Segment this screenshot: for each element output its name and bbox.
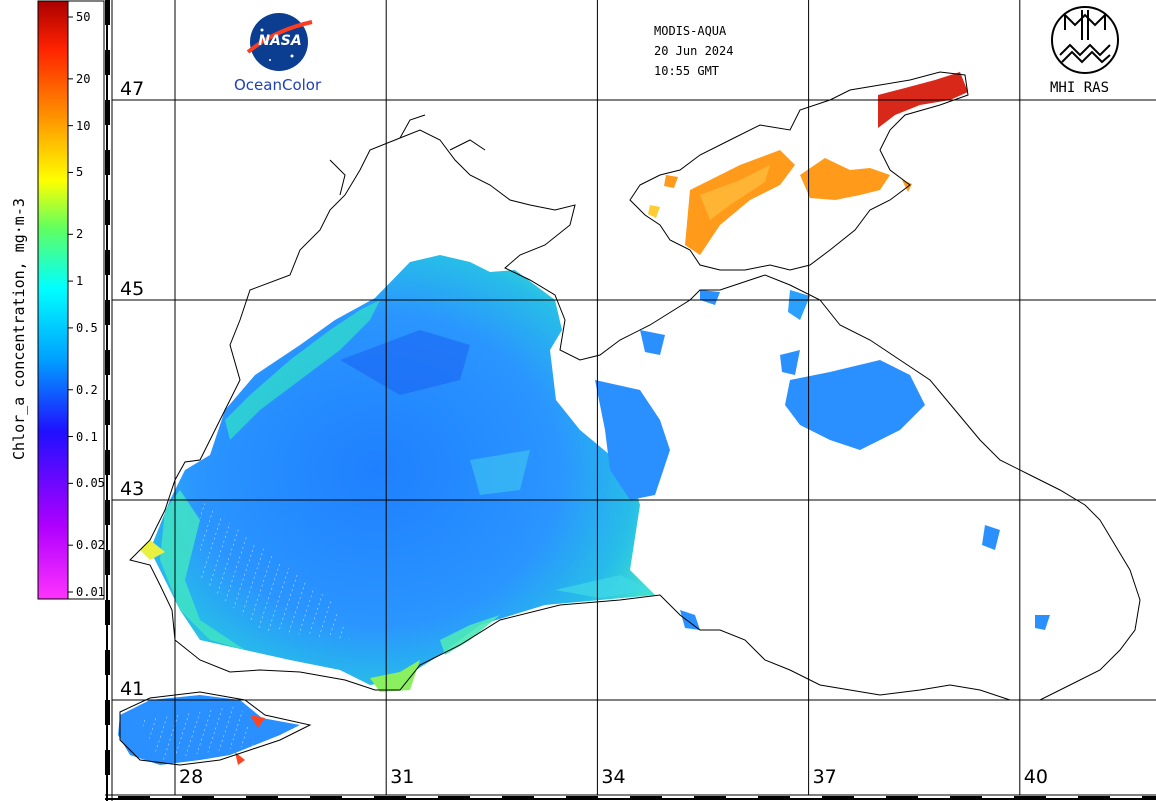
border-tick	[105, 450, 110, 475]
marmara-chlorophyll	[118, 695, 300, 765]
colorbar-tick-label: 5	[76, 165, 84, 180]
metadata-block: MODIS-AQUA 20 Jun 2024 10:55 GMT	[654, 21, 733, 81]
longitude-label: 37	[812, 766, 837, 788]
colorbar-tick-label: 0.05	[76, 476, 105, 491]
border-tick	[105, 250, 110, 275]
colorbar-tick-label: 0.2	[76, 382, 98, 397]
time-label: 10:55 GMT	[654, 64, 720, 78]
colorbar-tick-label: 2	[76, 227, 84, 242]
border-tick	[502, 796, 534, 800]
border-tick	[182, 796, 214, 800]
longitude-label: 40	[1023, 766, 1048, 788]
longitude-label: 28	[179, 766, 204, 788]
border-tick	[105, 350, 110, 375]
mhi-ras-logo	[1051, 6, 1119, 74]
western-basin-chlorophyll	[140, 255, 1050, 692]
border-tick	[1078, 796, 1110, 800]
colorbar-tick-label: 0.1	[76, 429, 98, 444]
border-tick	[310, 796, 342, 800]
border-tick	[566, 796, 598, 800]
border-tick	[105, 50, 110, 75]
lat-lon-grid	[112, 0, 1156, 795]
colorbar-gradient	[37, 0, 69, 600]
latitude-label: 43	[120, 478, 145, 500]
date-label: 20 Jun 2024	[654, 44, 734, 58]
border-tick	[105, 100, 110, 125]
colorbar-tick-label: 20	[76, 71, 91, 86]
border-tick	[950, 796, 982, 800]
border-tick	[105, 550, 110, 575]
longitude-label: 31	[390, 766, 415, 788]
colorbar-tick-label: 50	[76, 10, 91, 24]
border-tick	[105, 0, 110, 25]
colorbar-title: Chlor_a concentration, mg·m-3	[10, 198, 28, 460]
border-tick	[105, 700, 110, 725]
latitude-label: 45	[120, 278, 145, 300]
border-tick	[105, 400, 110, 425]
border-tick	[105, 750, 110, 775]
border-tick	[105, 500, 110, 525]
border-tick	[886, 796, 918, 800]
sensor-label: MODIS-AQUA	[654, 24, 727, 38]
nasa-logo-text: NASA	[258, 33, 302, 49]
longitude-label: 34	[601, 766, 626, 788]
colorbar-tick-label: 0.5	[76, 320, 98, 335]
latitude-label: 41	[120, 678, 145, 700]
nasa-logo	[246, 13, 313, 71]
border-tick	[105, 300, 110, 325]
border-ticks	[105, 0, 1156, 800]
coastline	[119, 71, 1141, 766]
border-tick	[1142, 796, 1156, 800]
border-tick	[694, 796, 726, 800]
mhi-ras-label: MHI RAS	[1050, 80, 1110, 96]
colorbar-tick-label: 10	[76, 118, 91, 133]
border-tick	[105, 600, 110, 625]
azov-chlorophyll	[648, 72, 968, 255]
colorbar	[37, 0, 105, 600]
border-tick	[105, 650, 110, 675]
latitude-label: 47	[120, 78, 145, 100]
colorbar-tick-label: 0.02	[76, 538, 105, 553]
border-tick	[438, 796, 470, 800]
oceancolor-label: OceanColor	[234, 76, 322, 94]
border-tick	[374, 796, 406, 800]
colorbar-tick-label: 0.01	[76, 585, 105, 599]
colorbar-tick-label: 1	[76, 274, 84, 289]
border-tick	[246, 796, 278, 800]
border-tick	[105, 150, 110, 175]
border-tick	[105, 200, 110, 225]
border-tick	[1014, 796, 1046, 800]
border-tick	[118, 796, 150, 800]
border-tick	[758, 796, 790, 800]
border-tick	[630, 796, 662, 800]
border-tick	[822, 796, 854, 800]
